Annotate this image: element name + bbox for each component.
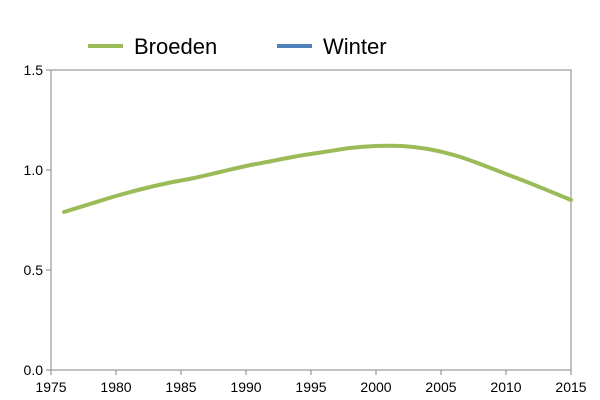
x-axis: 1975 1980 1985 1990 1995 2000 2005 2010 2015 bbox=[35, 370, 587, 395]
legend: Broeden Winter bbox=[88, 34, 387, 59]
series-layer bbox=[62, 143, 573, 214]
x-tick-label: 1995 bbox=[295, 379, 326, 395]
x-tick-label: 2010 bbox=[490, 379, 521, 395]
x-tick-label: 2015 bbox=[555, 379, 586, 395]
plot-area bbox=[50, 69, 572, 371]
y-tick-label: 0.0 bbox=[24, 362, 44, 378]
x-tick-label: 1985 bbox=[165, 379, 196, 395]
x-tick-label: 2000 bbox=[360, 379, 391, 395]
y-tick-label: 1.0 bbox=[24, 162, 44, 178]
x-tick-label: 1980 bbox=[100, 379, 131, 395]
legend-label-winter: Winter bbox=[323, 34, 387, 59]
y-tick-label: 1.5 bbox=[24, 62, 44, 78]
y-axis: 0.0 0.5 1.0 1.5 bbox=[24, 62, 51, 378]
legend-label-broeden: Broeden bbox=[134, 34, 217, 59]
x-tick-label: 1990 bbox=[230, 379, 261, 395]
series-line-broeden bbox=[62, 143, 573, 214]
x-tick-label: 2005 bbox=[425, 379, 456, 395]
y-tick-label: 0.5 bbox=[24, 262, 44, 278]
x-tick-label: 1975 bbox=[35, 379, 66, 395]
